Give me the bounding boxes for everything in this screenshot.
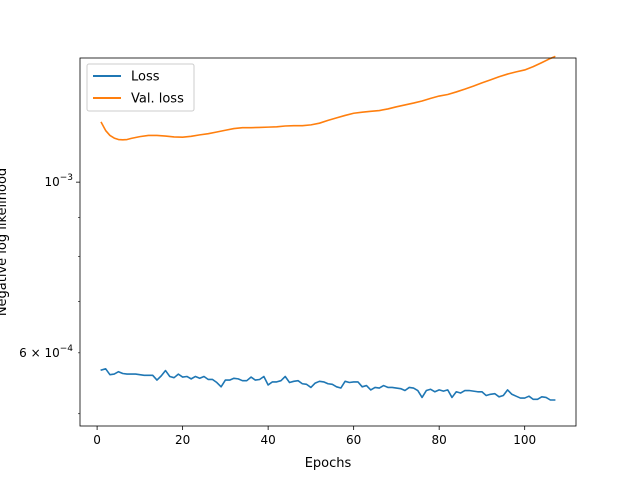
y-tick-label: 6 × 10−4: [19, 344, 73, 360]
x-tick-label: 40: [260, 433, 275, 447]
legend-label-loss: Loss: [131, 70, 160, 85]
axes-frame: [79, 57, 577, 427]
x-tick-label: 0: [93, 433, 101, 447]
legend: Loss Val. loss: [86, 63, 195, 112]
x-axis-label: Epochs: [305, 456, 352, 471]
x-tick-label: 60: [346, 433, 361, 447]
x-axis: 0 20 40 60 80 100: [93, 426, 536, 447]
series-line-val-loss: [100, 55, 556, 141]
x-tick-label: 20: [175, 433, 190, 447]
legend-label-val-loss: Val. loss: [131, 92, 184, 107]
y-axis: 10−3 6 × 10−4: [19, 173, 80, 415]
x-tick-label: 100: [513, 433, 536, 447]
x-tick-label: 80: [432, 433, 447, 447]
y-axis-label: Negative log likelihood: [0, 168, 10, 316]
series-line-loss: [100, 367, 556, 401]
y-tick-label: 10−3: [44, 173, 73, 189]
series-layer: [100, 55, 556, 401]
